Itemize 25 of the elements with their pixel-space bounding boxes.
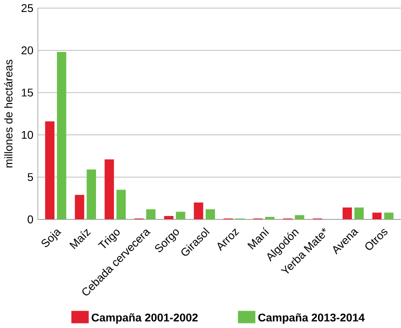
bar	[372, 212, 382, 220]
legend-label: Campaña 2001-2002	[92, 313, 198, 324]
bar	[354, 207, 364, 220]
y-axis-title: millones de hectáreas	[4, 60, 12, 168]
y-tick-label: 15	[22, 88, 33, 96]
bar	[116, 190, 126, 220]
bar	[86, 169, 96, 220]
bar	[45, 121, 54, 220]
bar	[56, 52, 66, 220]
y-tick-label: 20	[22, 46, 34, 54]
y-tick-label: 25	[22, 4, 33, 12]
bar	[384, 212, 394, 220]
y-tick-label: 10	[22, 130, 34, 139]
x-tick-label: Soja	[42, 230, 62, 247]
bar	[194, 202, 204, 220]
bar	[104, 159, 114, 220]
bar	[146, 209, 156, 220]
y-tick-label: 0	[28, 215, 34, 224]
bar	[294, 215, 304, 220]
y-tick-label: 5	[28, 173, 33, 181]
bar	[74, 194, 84, 220]
legend-label: Campaña 2013-2014	[258, 313, 365, 324]
bar	[342, 207, 352, 220]
bar	[206, 209, 215, 220]
bar	[164, 216, 174, 220]
